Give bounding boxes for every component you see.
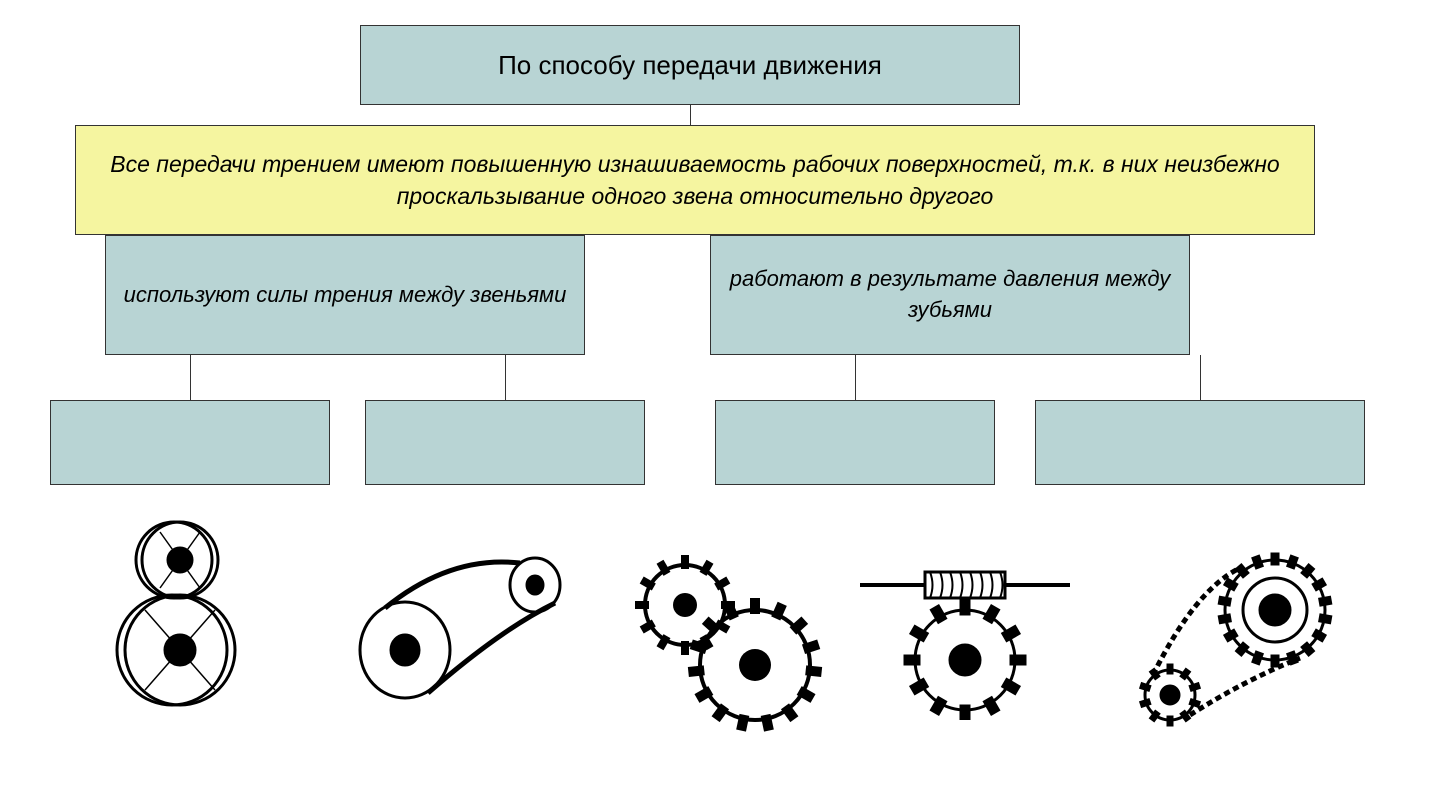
- connector-line: [855, 355, 856, 400]
- belt-drive-illustration: [350, 535, 580, 710]
- friction-wheels-illustration: [110, 510, 250, 720]
- diagram-note-box: Все передачи трением имеют повышенную из…: [75, 125, 1315, 235]
- chain-drive-illustration: [1125, 540, 1335, 730]
- connector-line: [505, 355, 506, 400]
- diagram-note-text: Все передачи трением имеют повышенную из…: [92, 148, 1298, 212]
- category-pressure-text: работают в результате давления между зуб…: [727, 264, 1173, 326]
- leaf-box-4: [1035, 400, 1365, 485]
- category-friction-box: используют силы трения между звеньями: [105, 235, 585, 355]
- connector-line: [1200, 355, 1201, 400]
- connector-line: [690, 105, 691, 125]
- leaf-box-1: [50, 400, 330, 485]
- leaf-box-3: [715, 400, 995, 485]
- worm-gear-illustration: [855, 550, 1075, 720]
- diagram-title-text: По способу передачи движения: [498, 50, 882, 81]
- diagram-title-box: По способу передачи движения: [360, 25, 1020, 105]
- category-friction-text: используют силы трения между звеньями: [124, 280, 567, 311]
- leaf-box-2: [365, 400, 645, 485]
- connector-line: [190, 355, 191, 400]
- gear-pair-illustration: [625, 545, 825, 735]
- category-pressure-box: работают в результате давления между зуб…: [710, 235, 1190, 355]
